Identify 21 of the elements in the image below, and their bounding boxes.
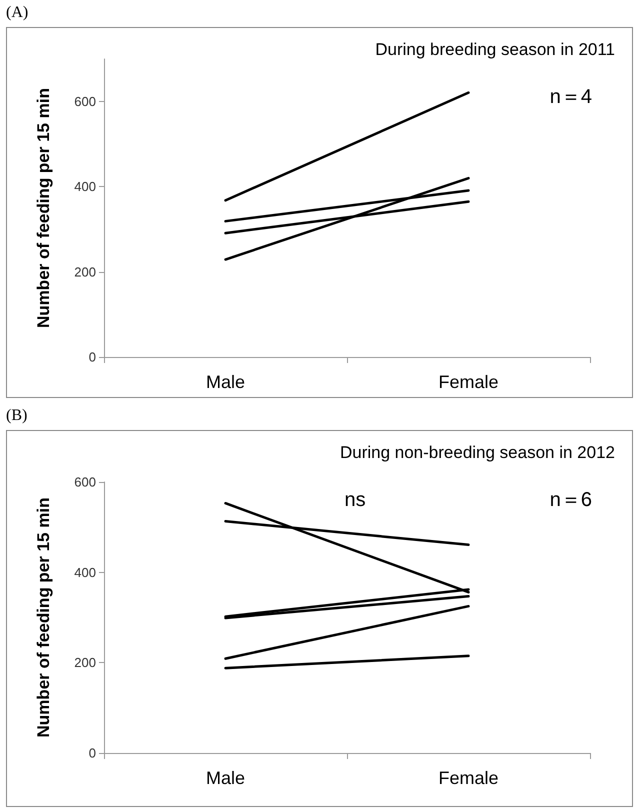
text: (B): [6, 407, 28, 425]
y-tick-label: 200: [74, 264, 96, 280]
chart-title: During non-breeding season in 2012: [340, 443, 615, 462]
y-tick-label: 600: [74, 474, 96, 490]
annotation: n＝4: [550, 86, 592, 108]
x-tick-label: Female: [438, 372, 499, 392]
x-tick-label: Male: [206, 372, 246, 392]
text: (A): [6, 4, 28, 22]
y-tick-label: 400: [74, 564, 96, 580]
y-tick-label: 600: [74, 94, 96, 110]
annotation: ns: [344, 489, 366, 511]
y-tick-label: 0: [88, 746, 96, 760]
x-tick-label: Male: [206, 768, 246, 788]
y-tick-label: 400: [74, 179, 96, 194]
y-tick-label: 0: [88, 350, 96, 364]
y-tick-label: 200: [74, 655, 96, 670]
y-axis-title: Number of feeding per 15 min: [34, 88, 53, 328]
annotation: n＝6: [550, 489, 592, 511]
x-tick-label: Female: [438, 768, 499, 788]
y-axis-title: Number of feeding per 15 min: [34, 498, 53, 738]
chart-title: During breeding season in 2011: [375, 40, 616, 59]
